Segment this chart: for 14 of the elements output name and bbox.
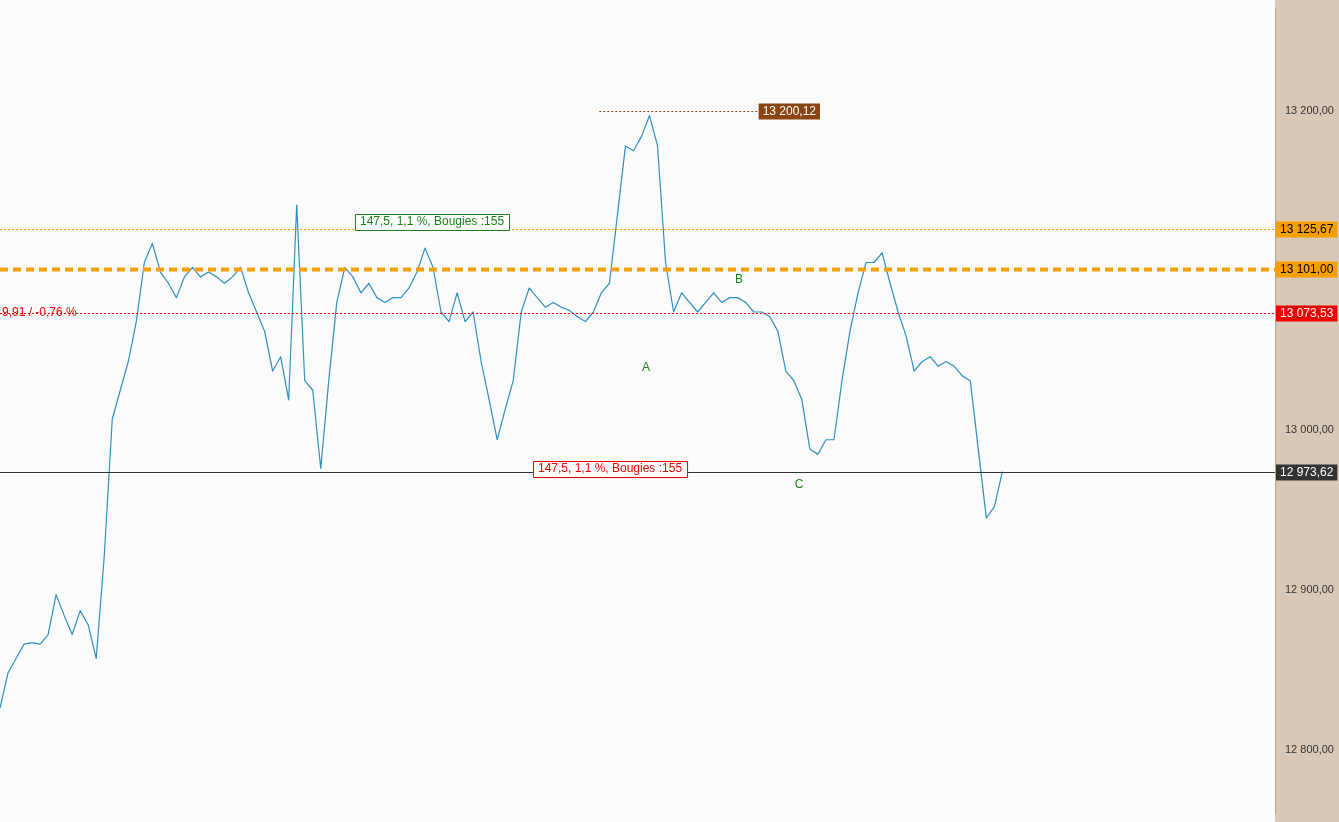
ref-line-label: 13 200,12 xyxy=(762,103,817,118)
annotation: 147,5, 1,1 %, Bougies :155 xyxy=(537,461,683,476)
annotation: C xyxy=(794,477,804,492)
ref-line-label: 13 101,00 xyxy=(1280,261,1334,276)
y-tick-label: 13 200,00 xyxy=(1285,103,1334,116)
y-tick-label: 12 900,00 xyxy=(1285,582,1334,595)
annotation: B xyxy=(734,272,744,287)
ref-line-label: 12 973,62 xyxy=(1280,464,1334,479)
annotation: A xyxy=(641,360,651,375)
ref-line-label: 13 073,53 xyxy=(1280,305,1334,320)
y-tick-label: 12 800,00 xyxy=(1285,742,1334,755)
annotation: 147,5, 1,1 %, Bougies :155 xyxy=(359,214,505,229)
y-tick-label: 13 000,00 xyxy=(1285,423,1334,436)
ref-line-label: 13 125,67 xyxy=(1280,221,1334,236)
